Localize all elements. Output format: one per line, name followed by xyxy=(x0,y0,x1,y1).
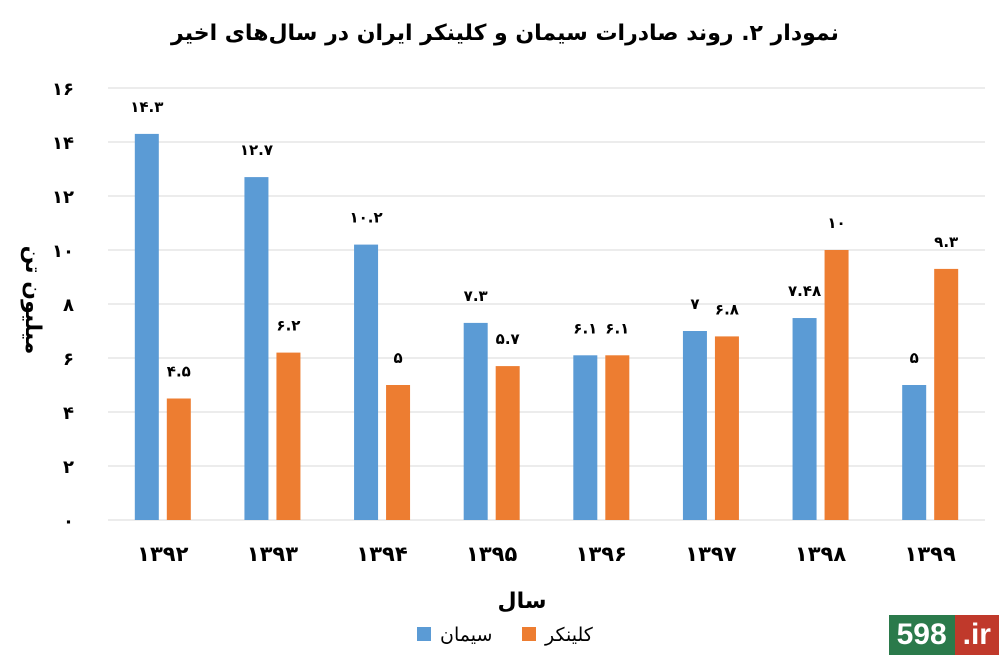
data-label: ۶.۱ xyxy=(573,319,597,337)
x-tick-label: ۱۳۹۴ xyxy=(356,542,407,566)
legend-label-clinker: کلینکر xyxy=(544,624,594,646)
data-label: ۵ xyxy=(910,349,919,367)
x-tick-label: ۱۳۹۵ xyxy=(466,542,517,566)
bar-clinker xyxy=(714,336,739,520)
x-tick-label: ۱۳۹۳ xyxy=(247,542,298,566)
bar-cement xyxy=(244,177,269,520)
data-label: ۱۰ xyxy=(827,214,845,232)
legend: سیمان کلینکر xyxy=(417,624,594,646)
watermark-number: 598 xyxy=(888,615,955,655)
y-tick-label: ۱۲ xyxy=(52,187,74,208)
data-label: ۱۴.۳ xyxy=(130,98,163,116)
x-tick-label: ۱۳۹۷ xyxy=(685,542,736,566)
data-label: ۵.۷ xyxy=(496,330,520,348)
x-axis-title: سال xyxy=(498,589,547,614)
x-tick-label: ۱۳۹۶ xyxy=(576,542,627,566)
x-tick-label: ۱۳۹۸ xyxy=(795,542,846,566)
bar-cement xyxy=(573,355,598,520)
bar-clinker xyxy=(934,268,959,520)
y-tick-label: ۱۶ xyxy=(52,79,74,100)
legend-label-cement: سیمان xyxy=(440,624,492,646)
watermark-domain: .ir xyxy=(954,615,999,655)
data-label: ۷.۴۸ xyxy=(788,282,821,300)
bar-clinker xyxy=(276,352,301,520)
legend-swatch-cement xyxy=(417,627,431,641)
y-tick-label: ۱۴ xyxy=(52,133,74,154)
data-label: ۱۲.۷ xyxy=(240,141,273,159)
y-tick-label: ۶ xyxy=(63,349,74,370)
data-label: ۷.۳ xyxy=(464,287,488,305)
chart-title: نمودار ۲. روند صادرات سیمان و کلینکر ایر… xyxy=(170,21,839,46)
bar-clinker xyxy=(495,366,520,520)
bar-cement xyxy=(902,385,927,520)
y-tick-label: ۲ xyxy=(63,457,74,478)
x-axis-ticks: ۱۳۹۲ ۱۳۹۳ ۱۳۹۴ ۱۳۹۵ ۱۳۹۶ ۱۳۹۷ ۱۳۹۸ ۱۳۹۹ xyxy=(137,542,956,566)
bar-clinker xyxy=(386,385,411,520)
data-label: ۹.۳ xyxy=(934,233,958,251)
bar-cement xyxy=(682,331,707,520)
y-tick-label: ۰ xyxy=(63,511,74,532)
y-axis-title: میلیون تن xyxy=(20,246,45,355)
bar-cement xyxy=(463,322,488,520)
y-axis-ticks: ۰ ۲ ۴ ۶ ۸ ۱۰ ۱۲ ۱۴ ۱۶ xyxy=(52,79,74,532)
data-label: ۶.۸ xyxy=(715,300,739,318)
bar-clinker xyxy=(824,250,849,520)
data-label: ۵ xyxy=(393,349,402,367)
y-tick-label: ۱۰ xyxy=(52,241,74,262)
y-tick-label: ۸ xyxy=(63,295,74,316)
site-watermark: 598 .ir xyxy=(888,615,999,655)
bars xyxy=(134,133,959,520)
data-label: ۶.۱ xyxy=(605,319,629,337)
bar-cement xyxy=(792,318,817,520)
bar-cement xyxy=(134,133,159,520)
data-label: ۱۰.۲ xyxy=(349,209,382,227)
x-tick-label: ۱۳۹۲ xyxy=(137,542,188,566)
data-label: ۴.۵ xyxy=(167,363,191,381)
bar-cement xyxy=(354,244,379,520)
x-tick-label: ۱۳۹۹ xyxy=(905,542,956,566)
y-tick-label: ۴ xyxy=(63,403,74,424)
data-label: ۶.۲ xyxy=(276,317,300,335)
data-labels: ۱۴.۳ ۴.۵ ۱۲.۷ ۶.۲ ۱۰.۲ ۵ ۷.۳ ۵.۷ ۶.۱ ۶.۱ ۷ ۶.۸ ۷.۴۸ ۱… xyxy=(130,98,958,381)
bar-clinker xyxy=(166,398,191,520)
data-label: ۷ xyxy=(690,295,699,313)
legend-swatch-clinker xyxy=(522,627,536,641)
bar-clinker xyxy=(605,355,630,520)
